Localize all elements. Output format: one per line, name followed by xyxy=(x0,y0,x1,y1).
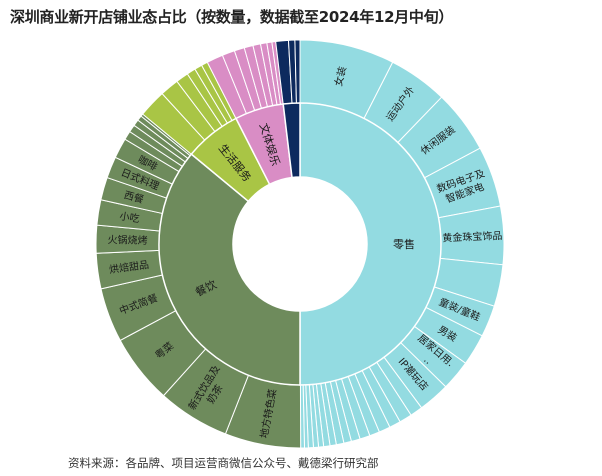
inner-label-零售: 零售 xyxy=(393,237,415,251)
chart-source: 资料来源：各品牌、项目运营商微信公众号、戴德梁行研究部 xyxy=(68,456,379,470)
outer-label-黄金珠宝饰品: 黄金珠宝饰品 xyxy=(442,229,502,245)
inner-segment-segment-4 xyxy=(282,102,301,179)
outer-ring xyxy=(95,39,505,449)
inner-segment-零售 xyxy=(299,102,442,386)
outer-label-小吃: 小吃 xyxy=(119,209,141,225)
inner-segment-餐饮 xyxy=(158,153,301,386)
inner-ring xyxy=(158,102,442,386)
chart-title: 深圳商业新开店铺业态占比（按数量，数据截至2024年12月中旬） xyxy=(10,8,454,26)
sunburst-chart: 女装运动户外休闲服装数码电子及智能家电黄金珠宝饰品童装/童鞋男装居家日用...I… xyxy=(95,39,505,449)
outer-label-火锅烧烤: 火锅烧烤 xyxy=(107,233,147,247)
